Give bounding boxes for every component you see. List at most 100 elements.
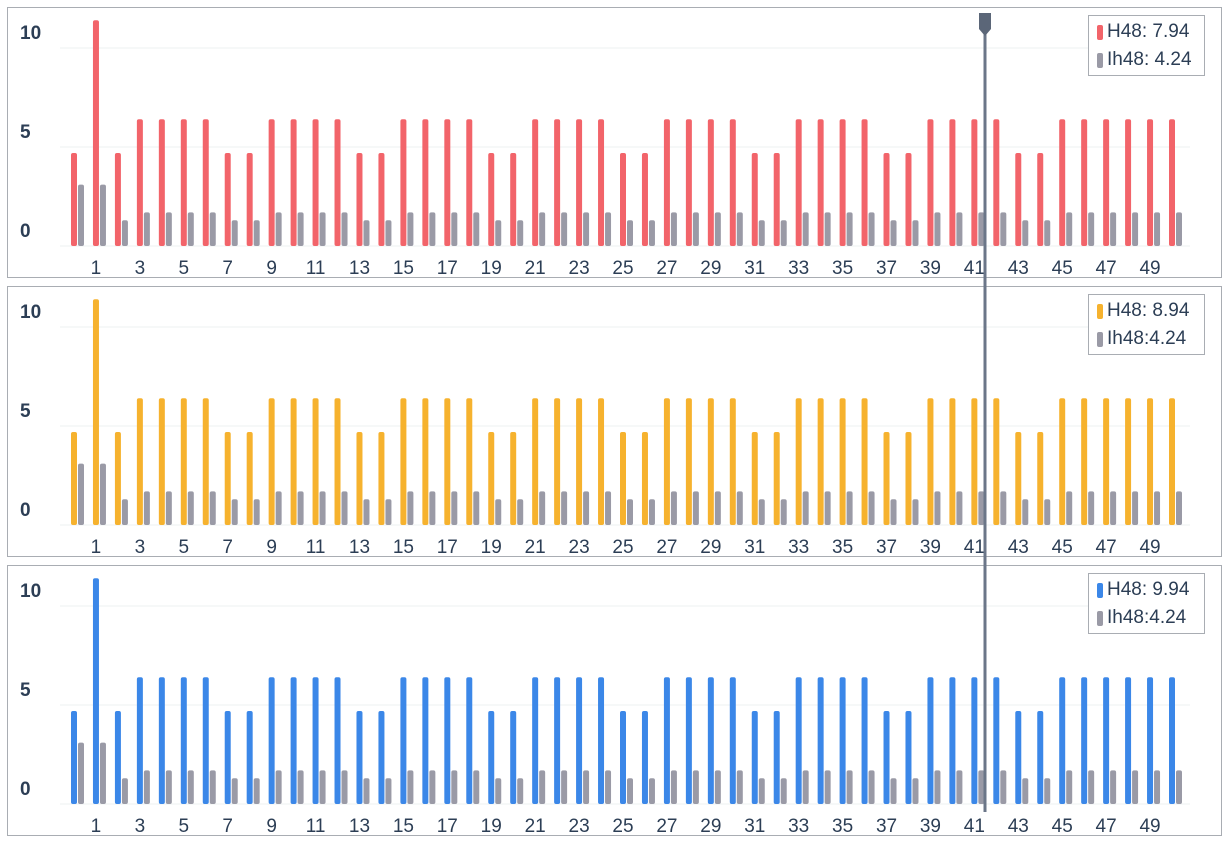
legend-box: [1088, 573, 1205, 634]
bar: [532, 119, 539, 246]
bar: [795, 398, 802, 525]
bar: [473, 770, 480, 804]
bar: [187, 770, 194, 804]
bar: [532, 398, 539, 525]
x-tick-label: 41: [964, 258, 985, 279]
crosshair: [979, 13, 991, 812]
bar: [561, 770, 568, 804]
bar: [971, 677, 978, 804]
bar: [422, 119, 429, 246]
bar: [1059, 398, 1066, 525]
bar: [554, 398, 561, 525]
bar: [1154, 212, 1161, 246]
bar: [209, 770, 216, 804]
x-tick-label: 43: [1008, 537, 1029, 558]
bar: [949, 119, 956, 246]
bar: [670, 491, 677, 525]
bar: [839, 398, 846, 525]
bar: [554, 119, 561, 246]
bar: [861, 119, 868, 246]
x-tick-label: 19: [481, 816, 502, 837]
bar: [378, 710, 385, 804]
bar: [180, 677, 187, 804]
bar: [488, 710, 495, 804]
bar: [576, 677, 583, 804]
bar: [143, 491, 150, 525]
x-tick-label: 11: [306, 537, 326, 558]
bar: [846, 212, 853, 246]
bar: [78, 463, 84, 525]
bar: [356, 152, 363, 246]
bar: [378, 431, 385, 525]
bar: [802, 212, 809, 246]
bar: [246, 431, 253, 525]
bar: [121, 220, 128, 246]
bar: [158, 677, 165, 804]
bar: [817, 398, 824, 525]
bar: [334, 398, 341, 525]
bar: [231, 499, 238, 525]
x-tick-label: 33: [788, 537, 809, 558]
bar: [780, 778, 787, 804]
bar: [751, 431, 758, 525]
bar: [180, 398, 187, 525]
bar: [319, 212, 326, 246]
bar: [136, 677, 143, 804]
x-tick-label: 17: [437, 258, 458, 279]
bar: [165, 212, 172, 246]
legend-label: H48: 7.94: [1107, 21, 1190, 42]
bar: [905, 431, 912, 525]
bar: [905, 152, 912, 246]
bar: [1132, 770, 1139, 804]
bar: [1176, 770, 1182, 804]
bar: [92, 299, 99, 525]
bar: [956, 491, 963, 525]
bar: [136, 119, 143, 246]
bar: [1088, 212, 1095, 246]
bar: [561, 491, 568, 525]
bar: [927, 119, 934, 246]
x-tick-label: 11: [306, 258, 326, 279]
bar: [648, 499, 655, 525]
x-tick-label: 37: [876, 537, 897, 558]
bar: [670, 212, 677, 246]
legend-box: [1088, 15, 1205, 76]
y-tick-label: 10: [20, 23, 41, 44]
bar: [158, 119, 165, 246]
legend-box: [1088, 294, 1205, 355]
bar: [773, 152, 780, 246]
bar: [451, 212, 458, 246]
x-tick-label: 31: [744, 537, 765, 558]
x-tick-label: 15: [393, 258, 414, 279]
bar: [605, 491, 612, 525]
bar: [510, 431, 517, 525]
bar: [583, 491, 590, 525]
bar: [641, 710, 648, 804]
x-tick-label: 45: [1052, 537, 1073, 558]
bar: [1037, 431, 1044, 525]
bar: [620, 152, 626, 246]
bar: [158, 398, 165, 525]
bar: [473, 212, 480, 246]
bar: [971, 398, 978, 525]
x-tick-label: 23: [569, 537, 590, 558]
bar: [598, 119, 605, 246]
x-tick-label: 23: [569, 816, 590, 837]
bar: [817, 119, 824, 246]
bar: [363, 778, 370, 804]
y-tick-label: 0: [20, 221, 31, 242]
bar: [451, 770, 458, 804]
legend-swatch: [1097, 583, 1103, 598]
bar: [510, 710, 517, 804]
bar: [729, 119, 736, 246]
bar: [707, 119, 714, 246]
bar: [187, 491, 194, 525]
bar: [670, 770, 677, 804]
bar: [1000, 491, 1007, 525]
bar: [839, 677, 846, 804]
bar: [598, 677, 605, 804]
bar: [802, 770, 809, 804]
bar: [846, 770, 853, 804]
bar: [934, 491, 941, 525]
legend-swatch: [1097, 611, 1103, 626]
